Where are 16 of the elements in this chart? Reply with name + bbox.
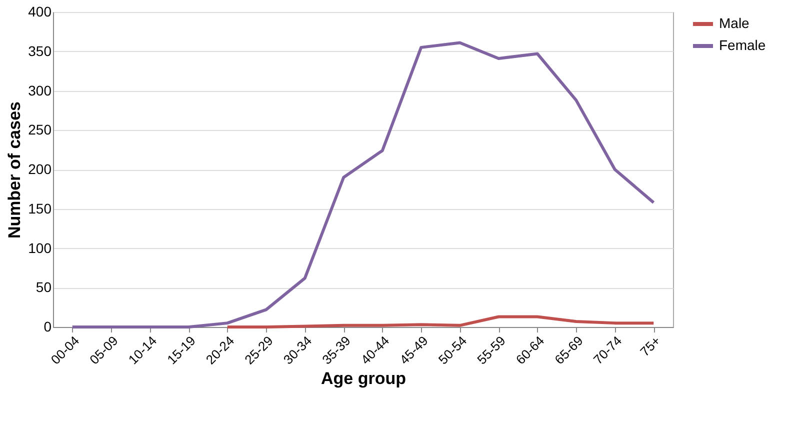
y-tick-label: 150: [28, 200, 52, 216]
y-tick-label: 350: [28, 42, 52, 59]
x-tick-label: 75+: [637, 333, 664, 360]
y-tick-label: 50: [36, 279, 52, 296]
y-tick-label: 100: [28, 240, 52, 256]
y-tick-label: 0: [44, 318, 52, 334]
line-series: [226, 315, 656, 328]
legend-label: Female: [719, 37, 766, 53]
y-tick-label: 300: [28, 82, 52, 98]
y-tick-label: 400: [28, 4, 52, 20]
y-tick-label: 250: [28, 122, 52, 138]
line-series: [70, 41, 656, 328]
y-tick-label: 200: [28, 161, 52, 177]
y-axis-title: Number of cases: [5, 102, 24, 238]
x-axis-title: Age group: [321, 369, 406, 388]
legend-label: Male: [719, 15, 750, 31]
